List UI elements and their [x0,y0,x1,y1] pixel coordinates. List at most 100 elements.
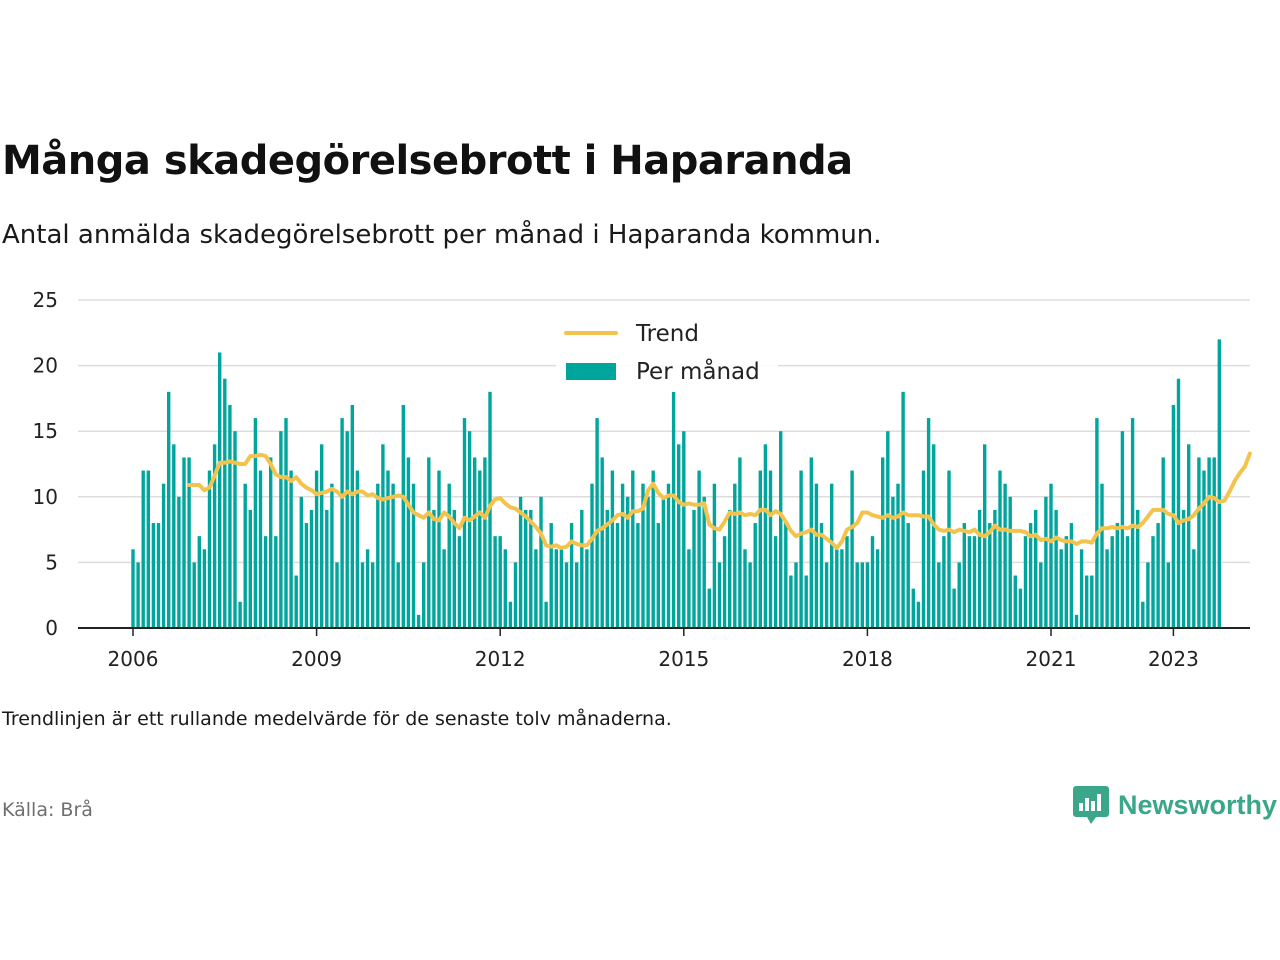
bar[interactable] [620,483,625,628]
bar[interactable] [1028,523,1033,628]
bar[interactable] [728,509,732,628]
bar[interactable] [1202,470,1206,628]
bar[interactable] [916,601,921,628]
bar[interactable] [411,483,416,628]
bar[interactable] [284,418,288,628]
bar[interactable] [1105,549,1109,628]
bar[interactable] [1156,523,1160,628]
bar[interactable] [314,470,319,628]
bar[interactable] [1166,562,1170,628]
bar[interactable] [881,457,885,628]
bar[interactable] [921,470,926,628]
bar[interactable] [467,431,472,628]
bar[interactable] [1181,509,1186,628]
bar[interactable] [1003,483,1007,628]
bar[interactable] [962,523,966,628]
bar[interactable] [1013,575,1017,628]
bar[interactable] [661,496,666,628]
bar[interactable] [1136,509,1140,628]
bar[interactable] [1100,483,1104,628]
bar[interactable] [906,523,910,628]
bar[interactable] [508,601,513,628]
bar[interactable] [646,496,650,628]
bar[interactable] [1079,549,1084,628]
brand-logo[interactable]: Newsworthy [1072,784,1277,826]
bar[interactable] [1212,457,1216,628]
bar[interactable] [773,536,778,628]
bar[interactable] [697,470,701,628]
bar[interactable] [360,562,365,628]
bar[interactable] [779,431,783,628]
bar[interactable] [977,509,982,628]
bar[interactable] [641,483,645,628]
bar[interactable] [279,431,283,628]
bar[interactable] [513,562,518,628]
bar[interactable] [809,457,813,628]
bar[interactable] [835,549,839,628]
bar[interactable] [207,470,212,628]
bar[interactable] [498,536,502,628]
bar[interactable] [590,483,594,628]
bar[interactable] [1064,536,1068,628]
bar[interactable] [544,601,548,628]
bar[interactable] [233,431,237,628]
bar[interactable] [1217,339,1221,628]
bar[interactable] [1141,601,1145,628]
bar[interactable] [559,549,564,628]
bar[interactable] [1151,536,1155,628]
bar[interactable] [789,575,793,628]
bar[interactable] [1197,457,1201,628]
bar[interactable] [595,418,599,628]
bar[interactable] [478,470,482,628]
bar[interactable] [636,523,640,628]
bar[interactable] [1115,523,1119,628]
bar[interactable] [656,523,660,628]
bar[interactable] [228,404,232,628]
bar[interactable] [1074,614,1079,628]
bar[interactable] [738,457,742,628]
bar[interactable] [289,470,293,628]
bar[interactable] [371,562,375,628]
bar[interactable] [437,470,441,628]
bar[interactable] [187,457,191,628]
bar[interactable] [860,562,864,628]
bar[interactable] [605,509,609,628]
bar[interactable] [309,509,314,628]
bar[interactable] [457,536,462,628]
bar[interactable] [218,352,222,628]
bar[interactable] [1146,562,1150,628]
bar[interactable] [748,562,752,628]
bar[interactable] [427,457,431,628]
bar[interactable] [340,418,344,628]
bar[interactable] [549,523,553,628]
bar[interactable] [743,549,747,628]
bar[interactable] [937,562,941,628]
bar[interactable] [580,509,584,628]
bar[interactable] [136,562,140,628]
bar[interactable] [146,470,150,628]
bar[interactable] [1192,549,1196,628]
bar[interactable] [355,470,360,628]
bar[interactable] [416,614,421,628]
bar[interactable] [391,483,395,628]
bar[interactable] [1049,483,1053,628]
bar[interactable] [483,457,487,628]
bar[interactable] [947,470,951,628]
bar[interactable] [401,404,405,628]
bar[interactable] [182,457,186,628]
bar[interactable] [1023,536,1028,628]
bar[interactable] [462,418,467,628]
bar[interactable] [967,536,972,628]
bar[interactable] [569,523,574,628]
bar[interactable] [131,549,135,628]
bar[interactable] [911,588,915,628]
bar[interactable] [932,444,936,628]
bar[interactable] [814,483,819,628]
bar[interactable] [666,483,671,628]
bar[interactable] [870,536,875,628]
bar[interactable] [886,431,890,628]
bar[interactable] [345,431,349,628]
bar[interactable] [972,536,977,628]
bar[interactable] [626,496,630,628]
bar[interactable] [202,549,207,628]
